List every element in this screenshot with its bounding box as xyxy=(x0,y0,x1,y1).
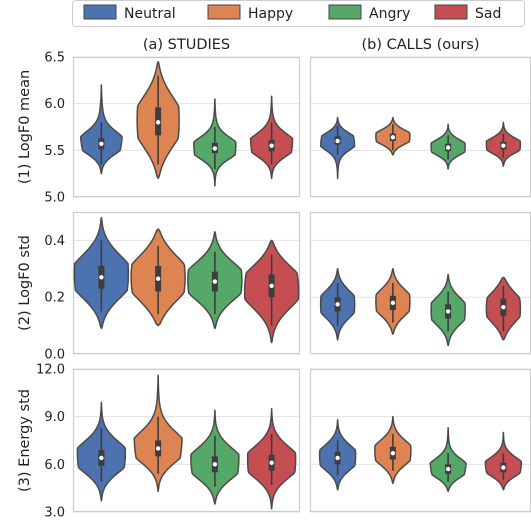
legend-swatch-neutral xyxy=(83,4,117,20)
panel-2-studies xyxy=(72,211,301,355)
violin-median-dot xyxy=(99,275,104,280)
violin-median-dot xyxy=(335,302,340,307)
y-tick-label: 0.2 xyxy=(44,291,65,306)
violin-median-dot xyxy=(335,138,340,144)
panel-frame xyxy=(72,368,301,513)
violin-median-dot xyxy=(390,135,396,140)
panel-1-studies xyxy=(72,56,301,198)
column-title-calls: (b) CALLS (ours) xyxy=(361,37,479,53)
violin-median-dot xyxy=(155,276,161,281)
y-tick-label: 9.0 xyxy=(44,410,65,425)
y-tick-label: 0.4 xyxy=(44,234,65,249)
row-label-2: (2) LogF0 std xyxy=(17,235,33,331)
y-tick-label: 6.5 xyxy=(44,51,65,66)
panel-frame xyxy=(72,211,301,355)
violin-median-dot xyxy=(390,451,396,456)
violin-median-dot xyxy=(501,143,506,148)
violin-median-dot xyxy=(445,309,451,314)
violin-median-dot xyxy=(269,143,274,148)
panel-3-studies xyxy=(72,368,301,513)
legend-swatch-angry xyxy=(328,4,362,20)
violin-median-dot xyxy=(212,279,218,284)
legend-swatch-sad xyxy=(434,4,468,20)
y-tick-label: 6.0 xyxy=(44,97,65,112)
panel-3-calls xyxy=(309,368,531,513)
violin-median-dot xyxy=(445,466,451,472)
y-tick-label: 5.5 xyxy=(44,144,65,159)
violin-median-dot xyxy=(269,460,274,465)
y-tick-label: 0.0 xyxy=(44,348,65,363)
y-tick-label: 12.0 xyxy=(36,363,65,378)
legend-label-angry: Angry xyxy=(369,6,410,22)
violin-median-dot xyxy=(212,146,218,151)
violin-median-dot xyxy=(99,141,104,146)
y-tick-label: 6.0 xyxy=(44,458,65,473)
legend-swatch-happy xyxy=(207,4,241,20)
violin-median-dot xyxy=(390,300,396,306)
y-tick-label: 5.0 xyxy=(44,191,65,206)
violin-median-dot xyxy=(501,304,506,310)
violin-median-dot xyxy=(269,283,274,289)
panel-frame xyxy=(309,56,531,198)
legend-label-neutral: Neutral xyxy=(124,6,176,22)
legend-label-sad: Sad xyxy=(475,6,501,22)
panel-frame xyxy=(72,56,301,198)
row-label-3: (3) Energy std xyxy=(17,389,33,492)
legend-box xyxy=(72,0,525,27)
violin-median-dot xyxy=(155,120,161,125)
violin-median-dot xyxy=(501,465,506,470)
column-title-studies: (a) STUDIES xyxy=(143,37,230,53)
violin-median-dot xyxy=(335,455,340,461)
panel-2-calls xyxy=(309,211,531,355)
violin-median-dot xyxy=(99,455,104,461)
panel-1-calls xyxy=(309,56,531,198)
legend-label-happy: Happy xyxy=(248,6,293,22)
y-tick-label: 3.0 xyxy=(44,506,65,520)
violin-median-dot xyxy=(445,145,451,150)
violin-median-dot xyxy=(212,462,218,467)
row-label-1: (1) LogF0 mean xyxy=(17,70,33,184)
violin-median-dot xyxy=(155,446,161,451)
